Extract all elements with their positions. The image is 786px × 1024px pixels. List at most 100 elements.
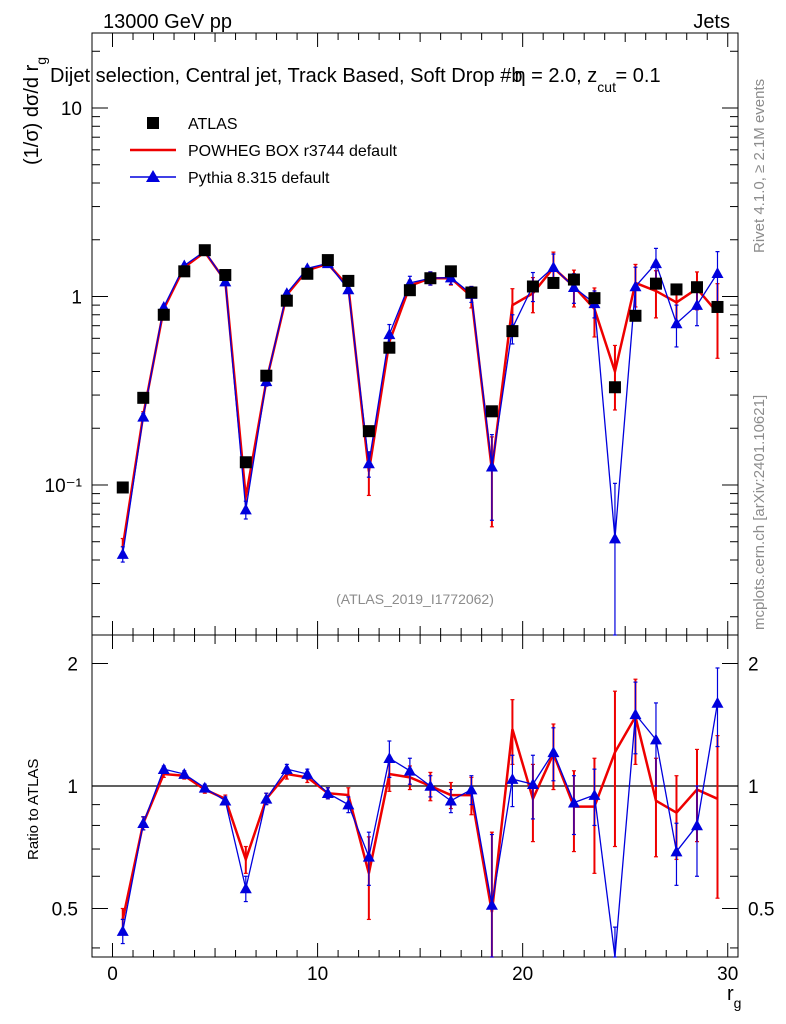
ratio-y-tick-label: 2 [67,655,78,676]
pythia-ratio-point [219,794,232,806]
pythia-ratio-point [280,763,293,774]
legend-atlas-label: ATLAS [188,116,238,133]
powheg-ratio-line [121,713,719,920]
x-axis-label-text: r [727,983,734,1005]
pythia-ratio-point [239,882,252,894]
pythia-ratio-point [444,794,457,806]
atlas-data-point [383,341,396,354]
pythia-point [485,460,498,472]
atlas-data-point [137,391,150,404]
rivet-version-label: Rivet 4.1.0, ≥ 2.1M events [751,79,768,253]
x-axis-label: rg [727,983,741,1011]
pythia-ratio-point [321,787,334,799]
pythia-ratio-point [506,773,519,784]
pythia-ratio-point [362,850,375,862]
pythia-ratio-point [711,696,724,708]
pythia-line [122,250,719,555]
pythia-point [116,548,129,559]
powheg-line [121,250,719,547]
pythia-ratio-point [116,925,129,936]
zcut-value: = 0.1 [610,65,661,87]
legend: ATLAS POWHEG BOX r3744 default Pythia 8.… [130,116,398,187]
atlas-data-point [567,273,580,286]
zcut-sub: cut [597,79,616,95]
atlas-data-point [629,309,642,322]
pythia-ratio-point [198,781,211,793]
pythia-ratio-point [547,746,560,758]
atlas-data-point [301,267,314,280]
atlas-data-point [116,481,129,494]
ratio-y-tick-label: 1 [67,777,78,798]
pythia-point [629,280,642,292]
beta-symbol: η [514,65,525,87]
atlas-data-point [690,281,703,294]
pythia-ratio-point [260,792,273,804]
atlas-data-point [588,292,601,305]
ratio-panel-frame [91,634,739,958]
analysis-id-label: (ATLAS_2019_I1772062) [336,591,494,607]
legend-atlas-marker [147,117,159,129]
pythia-ratio-point [567,796,580,808]
atlas-data-point [608,381,621,394]
x-tick-label: 0 [107,964,118,985]
energy-label: 13000 GeV pp [103,11,232,33]
pythia-point [670,317,683,329]
pythia-ratio-point [690,819,703,831]
pythia-ratio-point [301,768,314,779]
y-tick-label: 10 [61,99,82,120]
atlas-data-point [711,300,724,313]
x-tick-label: 30 [717,964,738,985]
atlas-data-point [157,308,170,321]
atlas-data-point [526,280,539,293]
atlas-data-point [506,325,519,338]
pythia-ratio-point [670,845,683,857]
atlas-data-point [239,456,252,469]
pythia-ratio-point [588,789,601,800]
pythia-point [342,283,355,295]
selection-title: Dijet selection, Central jet, Track Base… [50,65,661,95]
pythia-ratio-point [629,708,642,720]
x-axis-label-sub: g [734,995,742,1011]
pythia-ratio-point [178,768,191,779]
atlas-data-point [280,294,293,307]
x-tick-label: 10 [307,964,328,985]
x-tick-label: 20 [512,964,533,985]
pythia-ratio-point [157,763,170,774]
ratio-y-tick-label-right: 0.5 [748,899,774,920]
atlas-data-point [198,244,211,257]
pythia-point [137,410,150,422]
main-ylabel-sub: g [33,57,49,65]
category-label: Jets [693,11,730,33]
atlas-data-point [342,274,355,287]
ratio-ylabel: Ratio to ATLAS [25,759,42,860]
pythia-ratio-point [465,783,478,795]
ratio-y-tick-label-right: 2 [748,655,759,676]
pythia-ratio-point [424,779,437,791]
pythia-ratio-point [649,733,662,745]
y-tick-label: 1 [71,287,82,308]
atlas-data-point [321,254,334,267]
mcplots-label: mcplots.cern.ch [arXiv:2401.10621] [751,395,768,630]
atlas-data-point [260,369,273,382]
pythia-ratio-point [485,898,498,910]
pythia-ratio-line [122,702,719,958]
pythia-point [690,299,703,310]
atlas-data-point [465,286,478,299]
legend-powheg-label: POWHEG BOX r3744 default [188,143,398,160]
atlas-data-point [649,277,662,290]
pythia-point [711,267,724,278]
legend-pythia-marker [146,170,160,182]
pythia-point [649,257,662,269]
pythia-point [383,328,396,340]
atlas-data-point [670,283,683,296]
pythia-ratio-point [342,798,355,810]
legend-pythia-label: Pythia 8.315 default [188,170,330,187]
ratio-y-tick-label-right: 1 [748,777,759,798]
atlas-data-point [444,265,457,278]
atlas-data-point [362,425,375,438]
beta-value: = 2.0, z [526,65,598,87]
atlas-data-point [219,269,232,282]
y-tick-label: 10⁻¹ [45,476,83,497]
atlas-data-point [403,284,416,297]
